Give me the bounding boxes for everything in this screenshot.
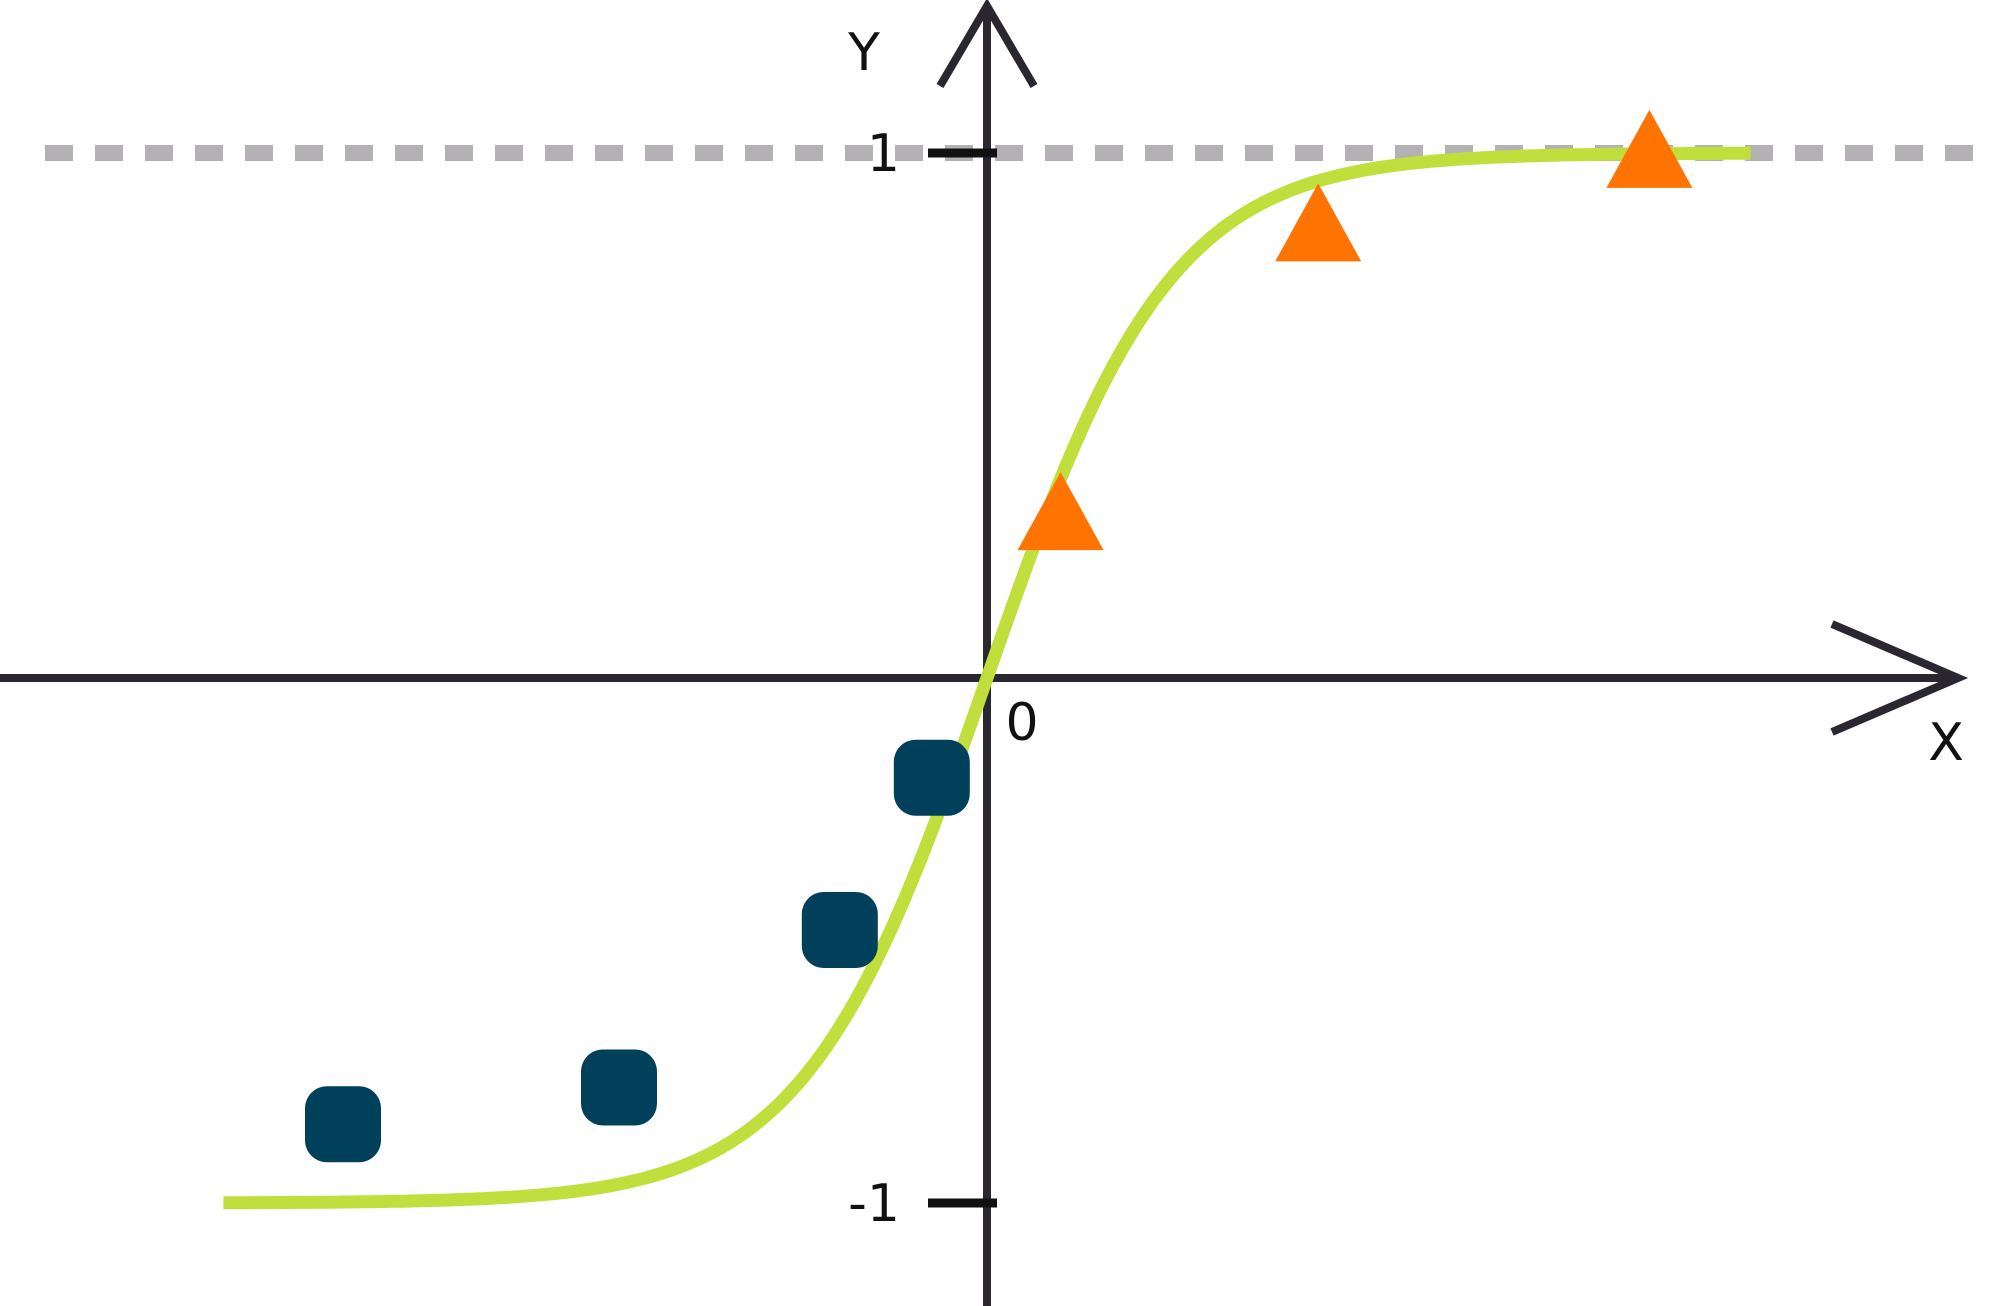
origin-label: 0 <box>1005 693 1038 753</box>
tanh-curve <box>223 146 1751 1210</box>
y-axis-arrowhead <box>936 0 1038 89</box>
square-point <box>581 1049 657 1126</box>
triangle-point <box>1606 109 1693 188</box>
labels-layer: Y X 0 <box>847 23 1964 773</box>
y-tick-label: 1 <box>867 124 900 184</box>
x-axis-arrowhead <box>1830 620 1969 736</box>
y-tick-label: -1 <box>848 1174 900 1234</box>
marks-layer <box>305 109 1693 1163</box>
triangle-point <box>1275 183 1362 262</box>
square-point <box>801 892 878 968</box>
ticks-layer: 1 -1 <box>848 124 997 1234</box>
square-point <box>893 739 970 816</box>
square-point <box>305 1086 381 1163</box>
curve-layer <box>223 146 1751 1210</box>
y-axis-label: Y <box>847 23 880 83</box>
x-axis-label: X <box>1928 713 1964 773</box>
triangle-point <box>1017 472 1104 551</box>
